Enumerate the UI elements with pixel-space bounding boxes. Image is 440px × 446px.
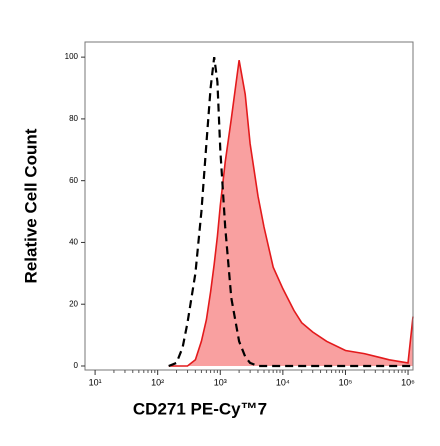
x-tick-label: 10⁶ [401, 377, 415, 387]
x-tick-label: 10⁴ [276, 377, 290, 387]
x-axis-title: CD271 PE-Cy™7 [133, 399, 267, 418]
y-axis-title: Relative Cell Count [21, 128, 40, 283]
area-fill [168, 60, 413, 366]
x-tick-label: 10¹ [89, 377, 102, 387]
y-tick-label: 60 [69, 176, 78, 185]
histogram-line [168, 60, 414, 367]
x-tick-label: 10² [151, 377, 164, 387]
x-tick-label: 10⁵ [339, 377, 353, 387]
y-tick-label: 80 [69, 114, 78, 123]
x-tick-label: 10³ [214, 377, 227, 387]
y-tick-label: 20 [69, 299, 78, 308]
plot-frame [84, 41, 414, 371]
y-tick-label: 40 [69, 238, 78, 247]
y-tick-label: 100 [65, 52, 79, 61]
y-tick-label: 0 [74, 361, 79, 370]
